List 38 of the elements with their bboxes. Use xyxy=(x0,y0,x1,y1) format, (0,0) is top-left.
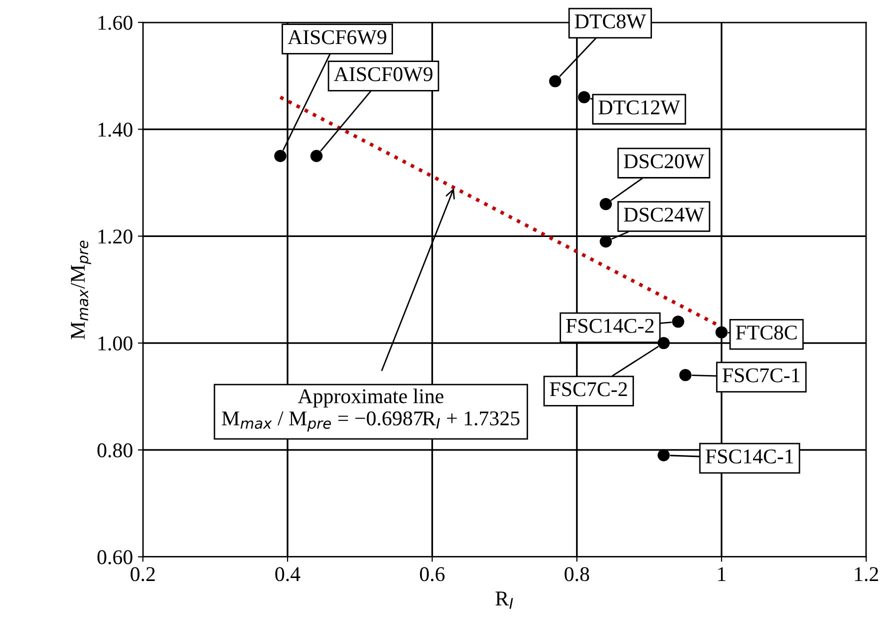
x-axis-title: R$_{I}$ xyxy=(496,592,513,609)
point xyxy=(274,150,286,162)
point xyxy=(658,336,670,350)
x-tick-label: 0.4 xyxy=(275,567,300,582)
point xyxy=(549,75,562,88)
y-tick-label: 0.80 xyxy=(97,443,132,458)
annotation: M$_{max}$ / M$_{pre}$ = −0.6987R$_{I}$ + 1.7325 xyxy=(222,411,520,432)
y-axis-title: M$_{max}$/M$_{pre}$ xyxy=(70,240,92,340)
annotation: FSC14C-1 xyxy=(706,449,794,464)
annotation: AISCF0W9 xyxy=(334,67,432,82)
annotation: DSC20W xyxy=(624,154,704,168)
point xyxy=(310,150,323,162)
annotation: FTC8C xyxy=(736,326,797,340)
annotation: Approximate line xyxy=(298,388,444,408)
y-tick-label: 1.20 xyxy=(98,230,132,244)
annotation: DTC12W xyxy=(598,100,680,115)
y-tick-label: 0.60 xyxy=(97,550,132,564)
x-tick-label: 1 xyxy=(718,567,726,581)
point xyxy=(715,326,728,338)
point xyxy=(578,91,590,104)
annotation: FSC7C-2 xyxy=(550,382,627,396)
y-tick-label: 1.40 xyxy=(98,122,132,137)
x-tick-label: 0.8 xyxy=(564,567,590,582)
x-tick-label: 0.6 xyxy=(420,567,445,582)
y-tick-label: 1.60 xyxy=(98,16,132,30)
point xyxy=(679,369,692,382)
annotation: DSC24W xyxy=(624,208,704,222)
point xyxy=(600,198,612,210)
point xyxy=(600,235,612,248)
annotation: FSC14C-2 xyxy=(566,318,654,333)
point xyxy=(672,316,684,328)
annotation: FSC7C-1 xyxy=(722,368,800,382)
x-tick-label: 1.2 xyxy=(855,567,878,582)
y-tick-label: 1.00 xyxy=(98,336,132,351)
annotation: DTC8W xyxy=(574,14,646,29)
annotation: AISCF6W9 xyxy=(288,30,386,44)
point xyxy=(658,449,670,462)
x-tick-label: 0.2 xyxy=(130,567,155,582)
